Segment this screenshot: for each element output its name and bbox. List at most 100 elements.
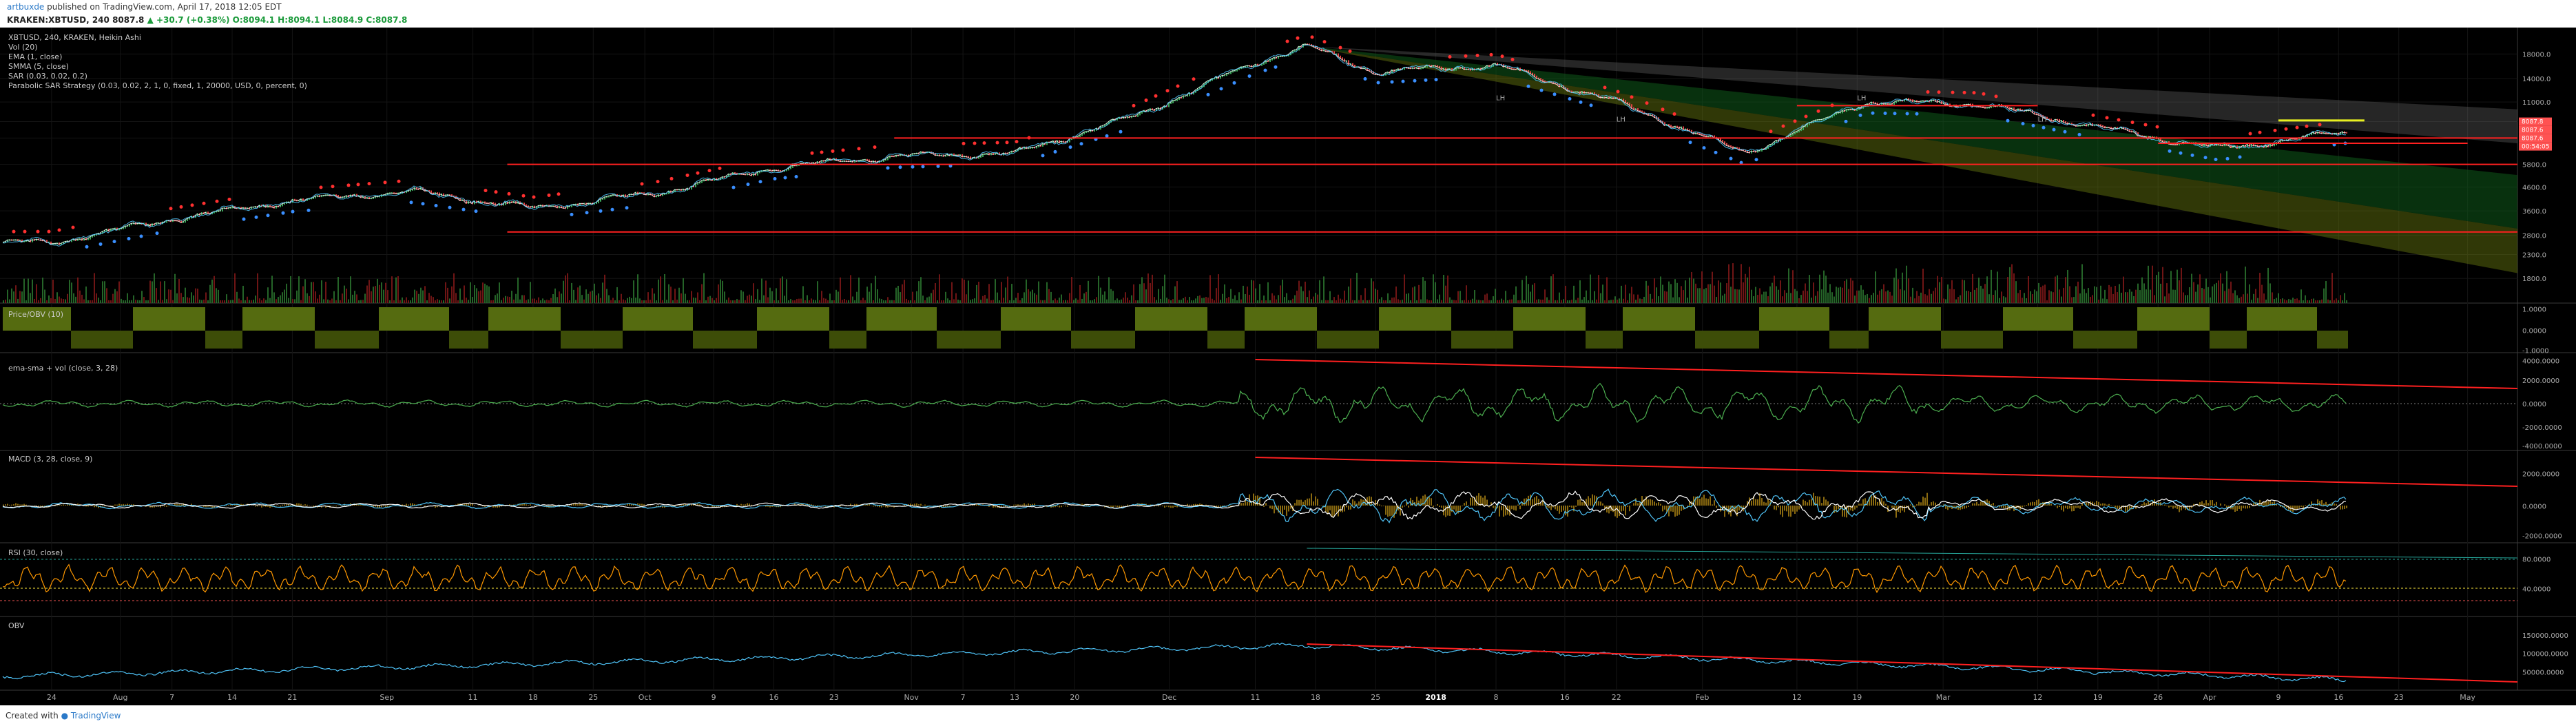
sell-signal-icon bbox=[2130, 121, 2134, 125]
price-candle bbox=[2232, 145, 2234, 148]
price-obv-bar bbox=[2053, 307, 2055, 331]
macd-histogram-bar bbox=[373, 506, 374, 508]
price-candle bbox=[2100, 124, 2101, 127]
price-obv-bar bbox=[1602, 331, 1604, 349]
volume-bar bbox=[1490, 300, 1492, 303]
sell-signal-icon bbox=[857, 147, 861, 151]
price-obv-bar bbox=[1024, 307, 1026, 331]
price-obv-bar bbox=[172, 307, 174, 331]
price-candle bbox=[129, 224, 130, 227]
macd-histogram-bar bbox=[1617, 506, 1618, 518]
price-axis-label: 1800.0 bbox=[2522, 276, 2546, 283]
sell-signal-icon bbox=[1816, 109, 1820, 113]
tradingview-brand[interactable]: TradingView bbox=[70, 711, 121, 720]
price-obv-bar bbox=[2146, 307, 2148, 331]
volume-bar bbox=[187, 297, 188, 303]
price-obv-bar bbox=[478, 331, 480, 349]
macd-histogram-bar bbox=[1280, 506, 1281, 514]
price-obv-bar bbox=[1753, 331, 1755, 349]
price-candle bbox=[2230, 144, 2232, 148]
volume-bar bbox=[1840, 287, 1841, 303]
volume-bar bbox=[1600, 293, 1601, 303]
price-obv-bar bbox=[1898, 307, 1900, 331]
volume-bar bbox=[466, 298, 467, 303]
price-label-text: 8087.6 bbox=[2522, 136, 2544, 143]
volume-bar bbox=[2026, 298, 2027, 303]
chart-area[interactable]: LH LH LH LH 24 Aug 7 14 21 Sep 11 18 25 Oct 9 16 23 Nov 7… bbox=[0, 28, 2576, 705]
price-obv-bar bbox=[652, 307, 654, 331]
volume-bar bbox=[1050, 291, 1052, 303]
price-obv-bar bbox=[852, 331, 854, 349]
volume-bar bbox=[2069, 286, 2070, 303]
price-obv-bar bbox=[2164, 307, 2166, 331]
price-obv-bar bbox=[1966, 331, 1968, 349]
volume-bar bbox=[881, 299, 882, 303]
price-obv-bar bbox=[1798, 307, 1800, 331]
buy-signal-icon bbox=[746, 183, 750, 187]
price-obv-bar bbox=[656, 307, 658, 331]
price-obv-bar bbox=[1867, 331, 1869, 349]
time-axis-label: 16 bbox=[2334, 693, 2343, 702]
macd-histogram-bar bbox=[571, 504, 572, 506]
price-obv-bar bbox=[2261, 307, 2263, 331]
price-obv-bar bbox=[1367, 331, 1369, 349]
macd-histogram-bar bbox=[1658, 502, 1659, 506]
price-candle bbox=[1131, 115, 1132, 118]
price-obv-bar bbox=[689, 307, 691, 331]
price-obv-bar bbox=[2265, 307, 2267, 331]
pane-title-price-obv: Price/OBV (10) bbox=[8, 310, 63, 319]
price-obv-bar bbox=[1579, 307, 1581, 331]
volume-bar bbox=[1561, 300, 1562, 303]
price-obv-bar bbox=[2230, 331, 2232, 349]
macd-histogram-bar bbox=[1679, 506, 1680, 515]
volume-bar bbox=[1968, 291, 1969, 303]
macd-histogram-bar bbox=[1703, 495, 1705, 506]
price-candle bbox=[1176, 98, 1178, 101]
author-link[interactable]: artbuxde bbox=[7, 2, 45, 12]
macd-histogram-bar bbox=[472, 504, 473, 506]
volume-bar bbox=[1629, 293, 1630, 303]
volume-bar bbox=[1999, 298, 2000, 303]
price-candle bbox=[1348, 60, 1349, 65]
volume-bar bbox=[1858, 290, 1860, 303]
price-obv-bar bbox=[809, 307, 811, 331]
macd-histogram-bar bbox=[1988, 501, 1990, 506]
volume-bar bbox=[2094, 286, 2095, 303]
macd-histogram-bar bbox=[1676, 506, 1678, 516]
price-obv-bar bbox=[1404, 307, 1406, 331]
volume-bar bbox=[362, 300, 364, 303]
price-obv-bar bbox=[1844, 331, 1846, 349]
price-obv-bar bbox=[46, 307, 48, 331]
price-candle bbox=[523, 203, 525, 206]
macd-histogram-bar bbox=[2104, 504, 2106, 506]
price-obv-bar bbox=[176, 307, 178, 331]
price-obv-bar bbox=[1976, 331, 1978, 349]
volume-bar bbox=[32, 279, 33, 303]
macd-histogram-bar bbox=[1842, 506, 1843, 517]
price-obv-bar bbox=[1906, 307, 1908, 331]
price-obv-bar bbox=[2344, 331, 2346, 349]
price-candle bbox=[1150, 108, 1151, 111]
sell-signal-icon bbox=[685, 173, 689, 177]
volume-bar bbox=[1395, 286, 1397, 303]
price-obv-bar bbox=[1565, 307, 1567, 331]
macd-histogram-bar bbox=[1834, 506, 1835, 513]
volume-bar bbox=[2042, 285, 2044, 303]
volume-bar bbox=[1476, 300, 1477, 303]
volume-bar bbox=[1205, 297, 1207, 303]
volume-bar bbox=[2112, 293, 2114, 303]
volume-bar bbox=[738, 300, 740, 303]
price-obv-bar bbox=[1912, 307, 1914, 331]
volume-bar bbox=[1030, 291, 1031, 303]
macd-histogram-bar bbox=[1877, 501, 1878, 506]
price-obv-bar bbox=[1439, 307, 1441, 331]
price-candle bbox=[1728, 144, 1730, 147]
price-obv-bar bbox=[38, 307, 40, 331]
macd-histogram-bar bbox=[714, 506, 715, 508]
volume-bar bbox=[1451, 300, 1453, 303]
macd-histogram-bar bbox=[1945, 506, 1946, 509]
volume-bar bbox=[414, 289, 415, 303]
volume-bar bbox=[1034, 293, 1035, 303]
macd-histogram-bar bbox=[908, 504, 909, 506]
